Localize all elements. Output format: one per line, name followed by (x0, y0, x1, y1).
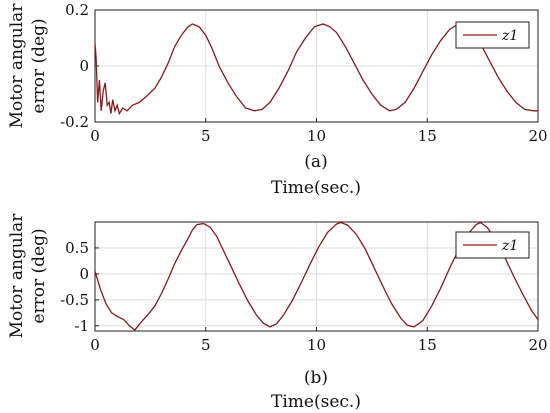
panel-b-ylabel-line1: Motor angular (7, 213, 27, 339)
panel-b-xlabel: Time(sec.) (271, 392, 361, 412)
panel-a-xtick-label: 20 (528, 127, 547, 145)
panel-b-legend: z1 (455, 231, 530, 259)
panel-a-legend-label: z1 (501, 28, 518, 44)
panel-a-ytick-label: -0.2 (60, 113, 89, 131)
panel-b-xtick-label: 0 (90, 336, 100, 354)
panel-a-xtick-label: 5 (201, 127, 211, 145)
panel-b: 0 5 10 15 20 -1 -0.5 0 0.5 z1 (b) Time(sec.) Mot… (7, 213, 548, 412)
panel-b-xtick-label: 15 (418, 336, 437, 354)
panel-b-xtick-label: 20 (528, 336, 547, 354)
panel-a-xtick-label: 10 (307, 127, 326, 145)
panel-b-ticks: 0 5 10 15 20 -1 -0.5 0 0.5 (60, 239, 547, 354)
panel-b-ylabel-line2: error (deg) (29, 228, 49, 323)
panel-b-legend-label: z1 (501, 238, 518, 254)
panel-a-ticks: 0 5 10 15 20-0.200.2 (60, 1, 547, 145)
panel-a-ytick-label: 0.2 (65, 1, 89, 19)
panel-b-ytick-label: -0.5 (60, 291, 89, 309)
panel-a: 0 5 10 15 20-0.200.2 z1 (a) Time(sec.) Motor… (7, 1, 548, 198)
panel-a-series-line (94, 23, 538, 116)
panel-b-xtick-label: 5 (201, 336, 211, 354)
panel-a-ylabel-line2: error (deg) (29, 18, 49, 113)
panel-a-ytick-label: 0 (79, 57, 89, 75)
panel-a-ylabel-line1: Motor angular (7, 3, 27, 129)
panel-b-caption: (b) (304, 368, 328, 388)
panel-b-ytick-label: 0.5 (65, 239, 89, 257)
panel-b-ytick-label: 0 (79, 265, 89, 283)
panel-a-legend: z1 (455, 21, 530, 49)
panel-a-xtick-label: 15 (418, 127, 437, 145)
panel-b-ytick-label: -1 (74, 317, 89, 335)
panel-b-xtick-label: 10 (307, 336, 326, 354)
panel-a-caption: (a) (304, 152, 327, 172)
panel-a-xlabel: Time(sec.) (271, 178, 361, 198)
panel-a-xtick-label: 0 (90, 127, 100, 145)
